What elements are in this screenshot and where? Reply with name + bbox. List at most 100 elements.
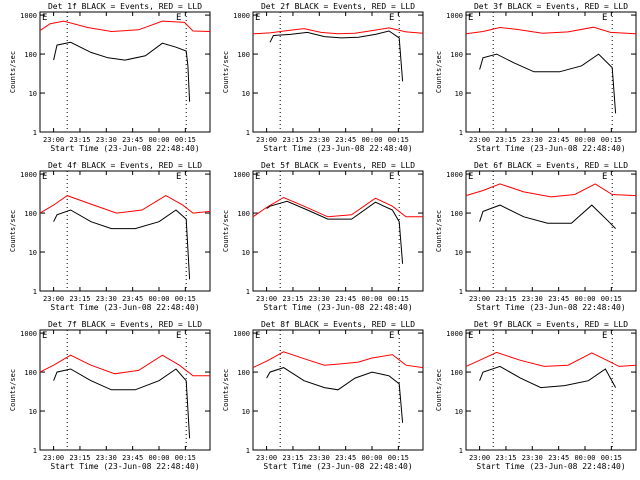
y-tick-label: 1 xyxy=(459,288,463,296)
panel-title: Det 5f BLACK = Events, RED = LLD xyxy=(261,161,415,170)
x-tick-label: 00:00 xyxy=(148,454,169,462)
x-axis-label: Start Time (23-Jun-08 22:48:40) xyxy=(50,462,199,471)
x-axis-label: Start Time (23-Jun-08 22:48:40) xyxy=(263,303,412,312)
corner-label: E xyxy=(389,172,394,182)
panel-title: Det 7f BLACK = Events, RED = LLD xyxy=(48,320,202,329)
y-tick-label: 1000 xyxy=(233,171,250,179)
y-tick-label: 10 xyxy=(455,408,463,416)
y-tick-label: 10 xyxy=(455,90,463,98)
x-tick-label: 23:45 xyxy=(335,454,356,462)
y-tick-label: 100 xyxy=(24,369,37,377)
y-tick-label: 10 xyxy=(242,90,250,98)
y-tick-label: 1 xyxy=(33,129,37,137)
series-line-lld xyxy=(39,20,211,33)
x-tick-label: 23:45 xyxy=(548,136,569,144)
x-axis-label: Start Time (23-Jun-08 22:48:40) xyxy=(263,144,412,153)
x-tick-label: 23:15 xyxy=(495,136,516,144)
y-tick-label: 1000 xyxy=(233,330,250,338)
x-tick-label: 00:00 xyxy=(574,454,595,462)
x-tick-label: 00:00 xyxy=(361,136,382,144)
y-tick-label: 1 xyxy=(33,288,37,296)
x-tick-label: 00:00 xyxy=(148,136,169,144)
y-axis-label: Counts/sec xyxy=(435,210,443,252)
y-axis-label: Counts/sec xyxy=(435,369,443,411)
y-tick-label: 1 xyxy=(246,288,250,296)
x-tick-label: 23:15 xyxy=(495,295,516,303)
y-tick-label: 1 xyxy=(459,447,463,455)
y-tick-label: 10 xyxy=(29,408,37,416)
y-tick-label: 1000 xyxy=(20,330,37,338)
plot-frame xyxy=(39,329,211,451)
corner-label: E xyxy=(389,13,394,23)
x-tick-label: 00:00 xyxy=(361,295,382,303)
x-tick-label: 23:15 xyxy=(495,454,516,462)
y-tick-label: 1 xyxy=(246,447,250,455)
panel-title: Det 8f BLACK = Events, RED = LLD xyxy=(261,320,415,329)
x-tick-label: 00:15 xyxy=(175,136,196,144)
plot-frame xyxy=(465,170,637,292)
series-line-lld xyxy=(465,351,637,367)
x-tick-label: 23:15 xyxy=(69,136,90,144)
series-line-events xyxy=(53,368,191,439)
y-tick-label: 100 xyxy=(450,369,463,377)
corner-label: E xyxy=(176,331,181,341)
series-line-lld xyxy=(39,354,210,377)
x-tick-label: 23:00 xyxy=(469,454,490,462)
series-line-events xyxy=(266,200,404,264)
x-tick-label: 00:15 xyxy=(388,454,409,462)
y-tick-label: 1000 xyxy=(20,12,37,20)
y-axis-label: Counts/sec xyxy=(9,369,17,411)
corner-label: E xyxy=(389,331,394,341)
plot-frame xyxy=(252,11,424,133)
series-line-events xyxy=(479,365,617,389)
x-tick-label: 23:30 xyxy=(96,454,117,462)
series-line-lld xyxy=(465,26,637,35)
series-line-lld xyxy=(465,183,637,198)
series-line-lld xyxy=(252,196,423,218)
x-axis-label: Start Time (23-Jun-08 22:48:40) xyxy=(50,144,199,153)
x-tick-label: 00:15 xyxy=(175,295,196,303)
series-line-events xyxy=(479,204,616,229)
corner-label: E xyxy=(468,172,473,182)
x-axis-label: Start Time (23-Jun-08 22:48:40) xyxy=(476,144,625,153)
x-tick-label: 23:45 xyxy=(548,454,569,462)
panel-title: Det 9f BLACK = Events, RED = LLD xyxy=(474,320,628,329)
y-tick-label: 10 xyxy=(242,249,250,257)
y-tick-label: 100 xyxy=(450,51,463,59)
y-tick-label: 1000 xyxy=(446,171,463,179)
y-axis-label: Counts/sec xyxy=(9,51,17,93)
x-tick-label: 23:30 xyxy=(522,136,543,144)
x-tick-label: 23:15 xyxy=(69,454,90,462)
x-tick-label: 23:15 xyxy=(282,295,303,303)
y-tick-label: 100 xyxy=(237,210,250,218)
y-tick-label: 1000 xyxy=(446,12,463,20)
x-tick-label: 23:45 xyxy=(548,295,569,303)
x-tick-label: 23:00 xyxy=(256,295,277,303)
y-tick-label: 1 xyxy=(246,129,250,137)
y-tick-label: 1000 xyxy=(446,330,463,338)
x-tick-label: 23:30 xyxy=(309,136,330,144)
series-line-events xyxy=(269,30,404,82)
series-line-lld xyxy=(39,195,211,214)
plot-frame xyxy=(465,11,637,133)
panel-title: Det 4f BLACK = Events, RED = LLD xyxy=(48,161,202,170)
corner-label: E xyxy=(42,13,47,23)
x-tick-label: 23:30 xyxy=(522,295,543,303)
x-tick-label: 23:00 xyxy=(469,295,490,303)
x-tick-label: 00:15 xyxy=(388,295,409,303)
x-tick-label: 23:30 xyxy=(96,136,117,144)
plot-frame xyxy=(252,170,424,292)
y-tick-label: 1000 xyxy=(233,12,250,20)
x-tick-label: 23:00 xyxy=(256,136,277,144)
y-tick-label: 1 xyxy=(459,129,463,137)
y-tick-label: 10 xyxy=(455,249,463,257)
